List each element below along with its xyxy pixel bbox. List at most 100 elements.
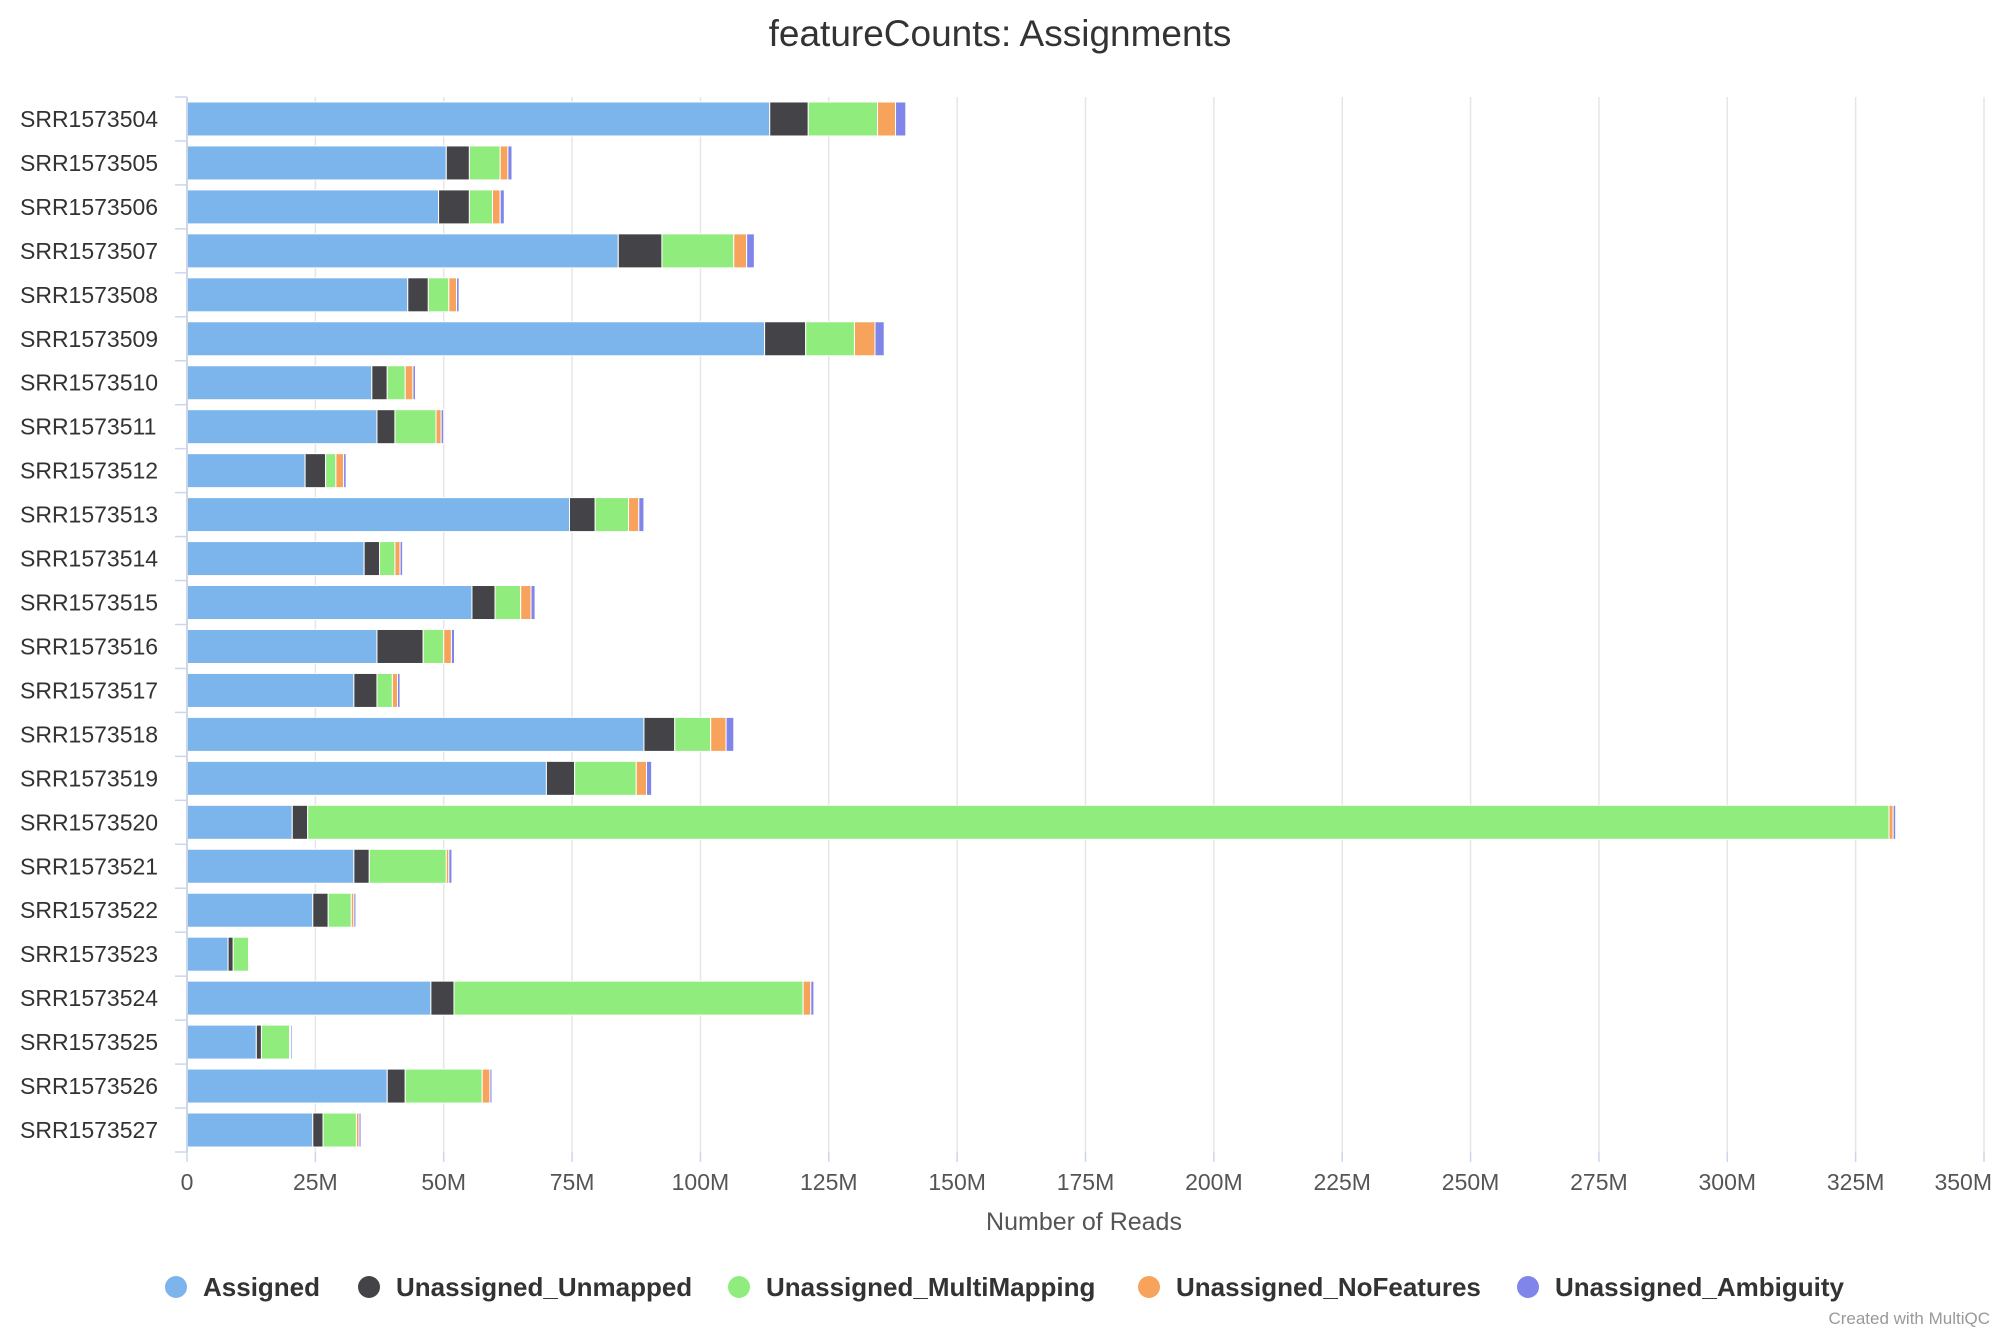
bar-segment-unassigned-nofeatures[interactable]	[628, 497, 640, 533]
bar-segment-assigned[interactable]	[186, 365, 373, 401]
bar-segment-unassigned-ambiguity[interactable]	[507, 145, 513, 181]
bar-segment-unassigned-ambiguity[interactable]	[638, 497, 645, 533]
bar-segment-unassigned-unmapped[interactable]	[255, 1024, 262, 1060]
bar-segment-assigned[interactable]	[186, 233, 619, 269]
bar-segment-unassigned-nofeatures[interactable]	[443, 628, 452, 664]
bar-segment-unassigned-nofeatures[interactable]	[733, 233, 748, 269]
bar-segment-unassigned-unmapped[interactable]	[376, 409, 396, 445]
bar-segment-unassigned-multimapping[interactable]	[379, 541, 396, 577]
legend-item-unassigned-unmapped[interactable]: Unassigned_Unmapped	[358, 1272, 692, 1302]
bar-segment-unassigned-unmapped[interactable]	[569, 497, 596, 533]
bar-segment-unassigned-nofeatures[interactable]	[481, 1068, 491, 1104]
bar-segment-unassigned-ambiguity[interactable]	[353, 892, 357, 928]
bar-segment-unassigned-multimapping[interactable]	[594, 497, 630, 533]
bar-segment-unassigned-multimapping[interactable]	[674, 716, 712, 752]
bar-segment-unassigned-multimapping[interactable]	[468, 189, 493, 225]
bar-segment-unassigned-unmapped[interactable]	[445, 145, 470, 181]
bar-segment-unassigned-ambiguity[interactable]	[440, 409, 445, 445]
bar-segment-unassigned-unmapped[interactable]	[291, 804, 309, 840]
bar-segment-unassigned-ambiguity[interactable]	[1892, 804, 1897, 840]
bar-segment-assigned[interactable]	[186, 716, 645, 752]
bar-segment-unassigned-ambiguity[interactable]	[397, 672, 401, 708]
bar-segment-unassigned-ambiguity[interactable]	[746, 233, 755, 269]
bar-segment-unassigned-multimapping[interactable]	[307, 804, 1890, 840]
bar-segment-unassigned-multimapping[interactable]	[427, 277, 450, 313]
bar-segment-unassigned-ambiguity[interactable]	[874, 321, 885, 357]
bar-segment-assigned[interactable]	[186, 672, 355, 708]
bar-segment-unassigned-multimapping[interactable]	[805, 321, 855, 357]
bar-segment-unassigned-unmapped[interactable]	[769, 101, 809, 137]
bar-segment-unassigned-unmapped[interactable]	[430, 980, 455, 1016]
bar-segment-unassigned-unmapped[interactable]	[386, 1068, 406, 1104]
bar-segment-unassigned-ambiguity[interactable]	[343, 453, 347, 489]
bar-segment-assigned[interactable]	[186, 145, 447, 181]
bar-segment-unassigned-nofeatures[interactable]	[853, 321, 876, 357]
bar-segment-unassigned-nofeatures[interactable]	[877, 101, 897, 137]
bar-segment-unassigned-multimapping[interactable]	[232, 936, 250, 972]
bar-segment-unassigned-multimapping[interactable]	[404, 1068, 483, 1104]
bar-segment-unassigned-unmapped[interactable]	[407, 277, 429, 313]
bar-segment-unassigned-unmapped[interactable]	[227, 936, 234, 972]
bar-segment-assigned[interactable]	[186, 892, 314, 928]
bar-segment-unassigned-unmapped[interactable]	[471, 585, 496, 621]
bar-segment-unassigned-unmapped[interactable]	[438, 189, 470, 225]
bar-segment-unassigned-multimapping[interactable]	[327, 892, 352, 928]
bar-segment-unassigned-nofeatures[interactable]	[491, 189, 501, 225]
bar-segment-unassigned-unmapped[interactable]	[371, 365, 388, 401]
bar-segment-unassigned-ambiguity[interactable]	[895, 101, 907, 137]
bar-segment-unassigned-nofeatures[interactable]	[635, 760, 648, 796]
bar-segment-unassigned-ambiguity[interactable]	[646, 760, 653, 796]
bar-segment-unassigned-ambiguity[interactable]	[290, 1024, 293, 1060]
bar-segment-assigned[interactable]	[186, 541, 365, 577]
bar-segment-unassigned-nofeatures[interactable]	[1888, 804, 1894, 840]
bar-segment-unassigned-ambiguity[interactable]	[456, 277, 460, 313]
bar-segment-unassigned-nofeatures[interactable]	[335, 453, 345, 489]
bar-segment-assigned[interactable]	[186, 936, 229, 972]
bar-segment-unassigned-nofeatures[interactable]	[394, 541, 401, 577]
bar-segment-unassigned-multimapping[interactable]	[468, 145, 501, 181]
bar-segment-unassigned-ambiguity[interactable]	[810, 980, 815, 1016]
bar-segment-unassigned-unmapped[interactable]	[312, 892, 329, 928]
bar-segment-assigned[interactable]	[186, 321, 766, 357]
bar-segment-unassigned-unmapped[interactable]	[304, 453, 327, 489]
bar-segment-unassigned-multimapping[interactable]	[422, 628, 445, 664]
legend-item-unassigned-nofeatures[interactable]: Unassigned_NoFeatures	[1138, 1272, 1481, 1302]
bar-segment-unassigned-unmapped[interactable]	[312, 1112, 324, 1148]
bar-segment-unassigned-multimapping[interactable]	[394, 409, 437, 445]
bar-segment-unassigned-ambiguity[interactable]	[399, 541, 404, 577]
bar-segment-unassigned-ambiguity[interactable]	[412, 365, 416, 401]
bar-segment-assigned[interactable]	[186, 453, 306, 489]
bar-segment-unassigned-multimapping[interactable]	[453, 980, 804, 1016]
bar-segment-unassigned-ambiguity[interactable]	[499, 189, 505, 225]
bar-segment-unassigned-ambiguity[interactable]	[489, 1068, 493, 1104]
bar-segment-assigned[interactable]	[186, 1068, 388, 1104]
bar-segment-unassigned-nofeatures[interactable]	[391, 672, 399, 708]
bar-segment-assigned[interactable]	[186, 980, 432, 1016]
bar-segment-unassigned-multimapping[interactable]	[322, 1112, 357, 1148]
bar-segment-unassigned-nofeatures[interactable]	[802, 980, 812, 1016]
legend-item-unassigned-multimapping[interactable]: Unassigned_MultiMapping	[728, 1272, 1095, 1302]
bar-segment-assigned[interactable]	[186, 848, 355, 884]
bar-segment-unassigned-nofeatures[interactable]	[710, 716, 727, 752]
bar-segment-unassigned-unmapped[interactable]	[617, 233, 663, 269]
bar-segment-unassigned-unmapped[interactable]	[376, 628, 424, 664]
bar-segment-assigned[interactable]	[186, 1112, 314, 1148]
bar-segment-unassigned-ambiguity[interactable]	[249, 936, 251, 972]
bar-segment-unassigned-unmapped[interactable]	[353, 672, 378, 708]
bar-segment-unassigned-unmapped[interactable]	[643, 716, 676, 752]
bar-segment-unassigned-multimapping[interactable]	[386, 365, 406, 401]
bar-segment-unassigned-nofeatures[interactable]	[404, 365, 414, 401]
bar-segment-unassigned-ambiguity[interactable]	[450, 628, 455, 664]
bar-segment-unassigned-unmapped[interactable]	[545, 760, 576, 796]
bar-segment-unassigned-multimapping[interactable]	[376, 672, 393, 708]
bar-segment-assigned[interactable]	[186, 760, 547, 796]
bar-segment-unassigned-unmapped[interactable]	[353, 848, 370, 884]
bar-segment-unassigned-nofeatures[interactable]	[499, 145, 509, 181]
bar-segment-assigned[interactable]	[186, 409, 378, 445]
bar-segment-unassigned-multimapping[interactable]	[807, 101, 879, 137]
bar-segment-assigned[interactable]	[186, 497, 571, 533]
bar-segment-assigned[interactable]	[186, 101, 771, 137]
bar-segment-unassigned-multimapping[interactable]	[368, 848, 447, 884]
bar-segment-unassigned-ambiguity[interactable]	[448, 848, 453, 884]
bar-segment-unassigned-unmapped[interactable]	[363, 541, 381, 577]
